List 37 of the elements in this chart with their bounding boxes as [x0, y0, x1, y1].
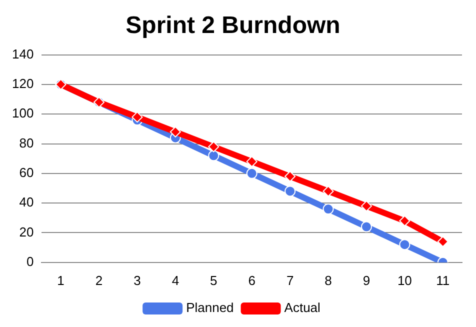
- point: [246, 168, 258, 179]
- y-tick-label: 40: [19, 194, 34, 210]
- x-tick-label: 3: [134, 272, 141, 288]
- y-tick-label: 0: [26, 254, 34, 269]
- x-tick-label: 2: [95, 272, 103, 288]
- point: [322, 204, 334, 215]
- point: [284, 186, 296, 197]
- point: [208, 141, 220, 152]
- x-tick-label: 11: [436, 272, 450, 288]
- chart-title: Sprint 2 Burndown: [126, 12, 340, 40]
- point: [322, 186, 334, 197]
- point: [360, 200, 372, 212]
- y-tick-label: 120: [12, 76, 34, 92]
- point: [132, 112, 143, 123]
- x-tick-label: 9: [362, 272, 370, 288]
- point: [246, 156, 258, 168]
- point: [170, 126, 181, 138]
- x-tick-label: 10: [397, 272, 412, 288]
- point: [284, 170, 296, 182]
- legend-label: Actual: [284, 300, 321, 316]
- point: [360, 221, 372, 232]
- x-tick-label: 8: [324, 272, 332, 288]
- legend-label: Planned: [186, 300, 234, 316]
- point: [208, 150, 220, 162]
- x-tick-label: 7: [286, 272, 294, 288]
- point: [399, 215, 410, 226]
- y-tick-label: 140: [12, 46, 34, 62]
- x-tick-label: 6: [248, 272, 256, 288]
- point: [399, 239, 410, 250]
- point: [437, 236, 448, 248]
- y-tick-label: 20: [19, 224, 34, 240]
- y-tick-label: 100: [12, 106, 34, 121]
- x-tick-label: 1: [57, 272, 64, 288]
- x-tick-label: 5: [210, 272, 218, 288]
- y-tick-label: 60: [19, 165, 34, 180]
- x-tick-label: 4: [172, 272, 180, 288]
- y-tick-label: 80: [19, 135, 34, 150]
